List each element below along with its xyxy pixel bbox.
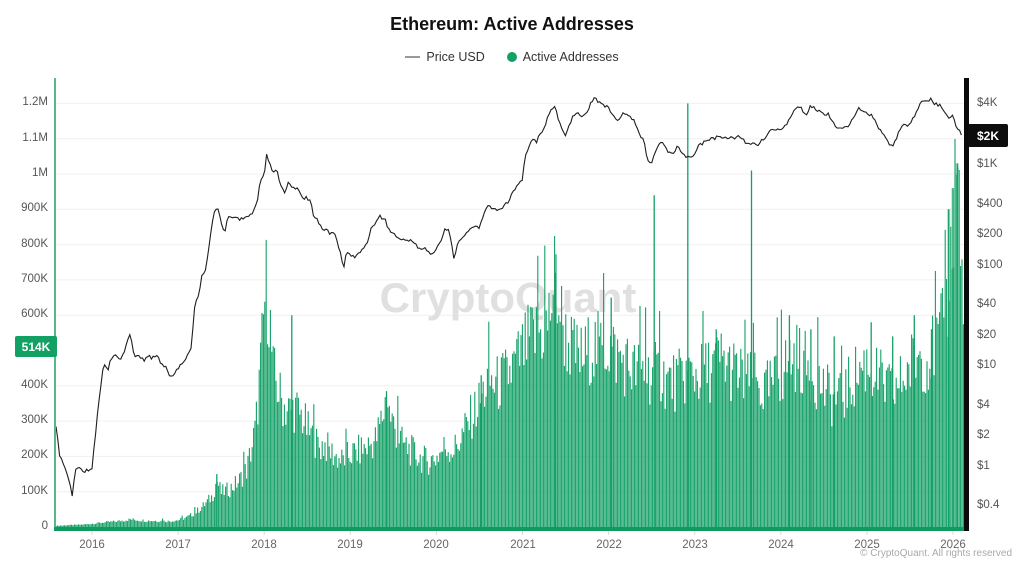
page-title: Ethereum: Active Addresses bbox=[390, 14, 634, 34]
right-axis-tick: $10 bbox=[977, 359, 997, 371]
left-axis-tick: 800K bbox=[21, 238, 48, 250]
x-axis-tick: 2018 bbox=[251, 539, 277, 551]
right-axis-tick: $400 bbox=[977, 198, 1003, 210]
dot-swatch-icon bbox=[506, 52, 517, 62]
right-axis-tick: $4K bbox=[977, 97, 998, 109]
left-axis-tick: 700K bbox=[21, 273, 48, 285]
left-axis-tick: 1.1M bbox=[22, 132, 48, 144]
right-axis-tick: $1 bbox=[977, 460, 990, 472]
legend-item-price[interactable]: Price USD bbox=[405, 50, 485, 64]
left-axis-tick: 1.2M bbox=[22, 96, 48, 108]
chart-legend: Price USD Active Addresses bbox=[0, 50, 1024, 64]
x-axis-tick: 2025 bbox=[854, 539, 880, 551]
legend-active-label: Active Addresses bbox=[522, 50, 619, 64]
right-axis-line bbox=[964, 78, 969, 531]
active-addresses-spikes bbox=[216, 103, 958, 527]
right-axis-tick: $4 bbox=[977, 399, 990, 411]
left-axis-tick: 900K bbox=[21, 202, 48, 214]
x-axis-tick: 2021 bbox=[510, 539, 536, 551]
right-axis-tick: $20 bbox=[977, 329, 997, 341]
x-axis-tick: 2019 bbox=[337, 539, 363, 551]
left-axis-tick: 300K bbox=[21, 414, 48, 426]
left-axis-tick: 600K bbox=[21, 308, 48, 320]
right-axis-tick: $200 bbox=[977, 228, 1003, 240]
right-axis-tick: $40 bbox=[977, 298, 997, 310]
x-axis-tick: 2017 bbox=[165, 539, 191, 551]
x-axis-tick: 2023 bbox=[682, 539, 708, 551]
active-addresses-bars bbox=[55, 138, 964, 527]
current-price-badge: $2K bbox=[968, 124, 1008, 147]
line-swatch-icon bbox=[405, 56, 421, 58]
left-axis-tick: 1M bbox=[32, 167, 48, 179]
left-axis-tick: 200K bbox=[21, 449, 48, 461]
copyright-notice: © CryptoQuant. All rights reserved bbox=[860, 548, 1012, 559]
price-usd-line bbox=[55, 96, 962, 497]
x-axis-tick: 2020 bbox=[423, 539, 449, 551]
x-axis-tick: 2024 bbox=[768, 539, 794, 551]
x-axis-tick: 2022 bbox=[596, 539, 622, 551]
gridlines bbox=[55, 102, 966, 493]
left-axis-tick: 100K bbox=[21, 485, 48, 497]
watermark: CryptoQuant bbox=[380, 274, 637, 321]
x-axis-tick: 2026 bbox=[940, 539, 966, 551]
bottom-axis-line bbox=[54, 527, 966, 531]
legend-price-label: Price USD bbox=[426, 50, 485, 64]
right-axis-tick: $100 bbox=[977, 259, 1003, 271]
current-active-addresses-badge: 514K bbox=[15, 336, 57, 357]
left-axis-tick: 400K bbox=[21, 379, 48, 391]
left-axis-tick: 0 bbox=[41, 520, 48, 532]
legend-item-active-addresses[interactable]: Active Addresses bbox=[506, 50, 619, 64]
right-axis-tick: $2 bbox=[977, 429, 990, 441]
right-axis-tick: $1K bbox=[977, 158, 998, 170]
right-axis-tick: $0.4 bbox=[977, 499, 1000, 511]
x-axis-tick: 2016 bbox=[79, 539, 105, 551]
